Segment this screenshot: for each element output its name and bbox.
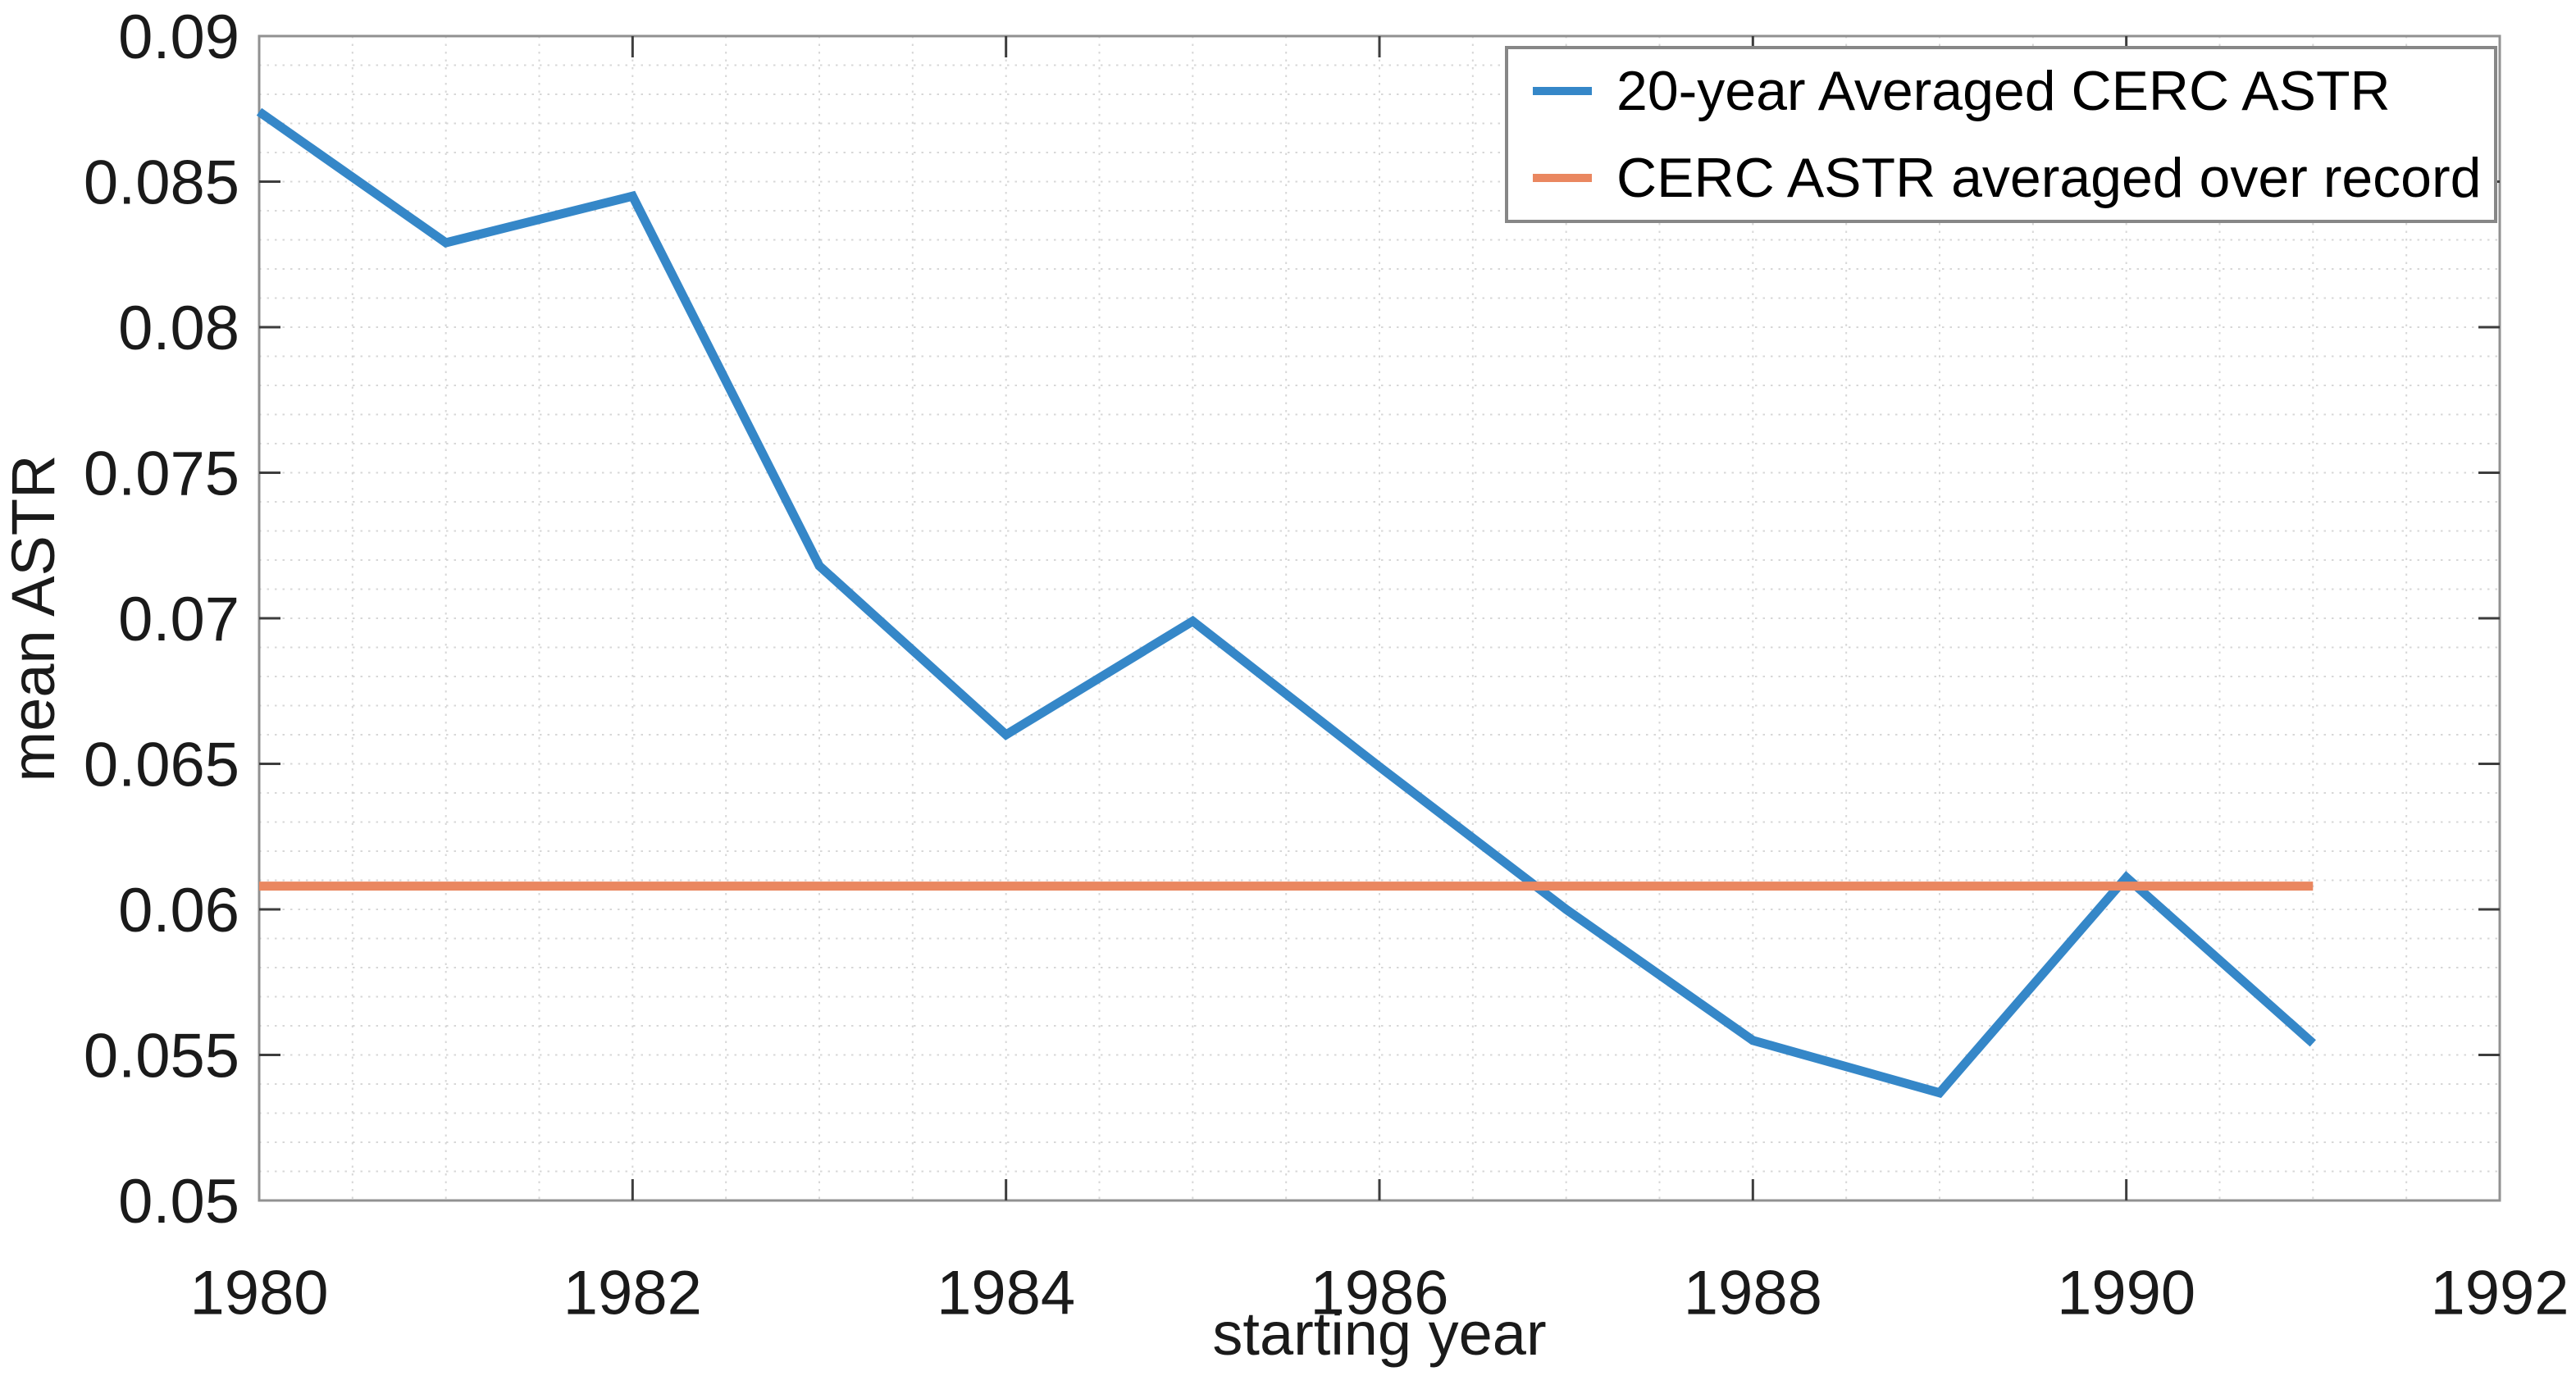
y-tick-label: 0.05 [118, 1167, 239, 1237]
x-tick-label: 1982 [563, 1258, 702, 1328]
series-line-20yr-averaged [256, 107, 2316, 1098]
y-tick-label: 0.085 [84, 148, 239, 218]
legend-entry-20yr: 20-year Averaged CERC ASTR [1533, 58, 2494, 124]
x-tick-label: 1986 [1310, 1258, 1448, 1328]
legend-label-record-avg: CERC ASTR averaged over record [1616, 147, 2482, 209]
y-axis-title: mean ASTR [0, 455, 67, 782]
y-tick-label: 0.08 [118, 294, 239, 363]
y-tick-label: 0.07 [118, 585, 239, 654]
x-tick-label: 1980 [189, 1258, 328, 1328]
x-tick-label: 1988 [1684, 1258, 1822, 1328]
y-tick-label: 0.065 [84, 731, 239, 800]
y-tick-label: 0.09 [118, 2, 239, 72]
legend-entry-record-avg: CERC ASTR averaged over record [1533, 145, 2494, 211]
y-tick-label: 0.055 [84, 1022, 239, 1091]
x-tick-label: 1990 [2057, 1258, 2195, 1328]
y-tick-label: 0.06 [118, 876, 239, 945]
legend-line-swatch-blue [1533, 87, 1592, 95]
legend-box: 20-year Averaged CERC ASTR CERC ASTR ave… [1505, 46, 2497, 223]
x-axis-title: starting year [1212, 1300, 1546, 1368]
x-tick-label: 1992 [2430, 1258, 2569, 1328]
y-tick-label: 0.075 [84, 440, 239, 509]
legend-line-swatch-orange [1533, 174, 1592, 182]
x-tick-label: 1984 [937, 1258, 1075, 1328]
legend-label-20yr: 20-year Averaged CERC ASTR [1616, 60, 2391, 122]
